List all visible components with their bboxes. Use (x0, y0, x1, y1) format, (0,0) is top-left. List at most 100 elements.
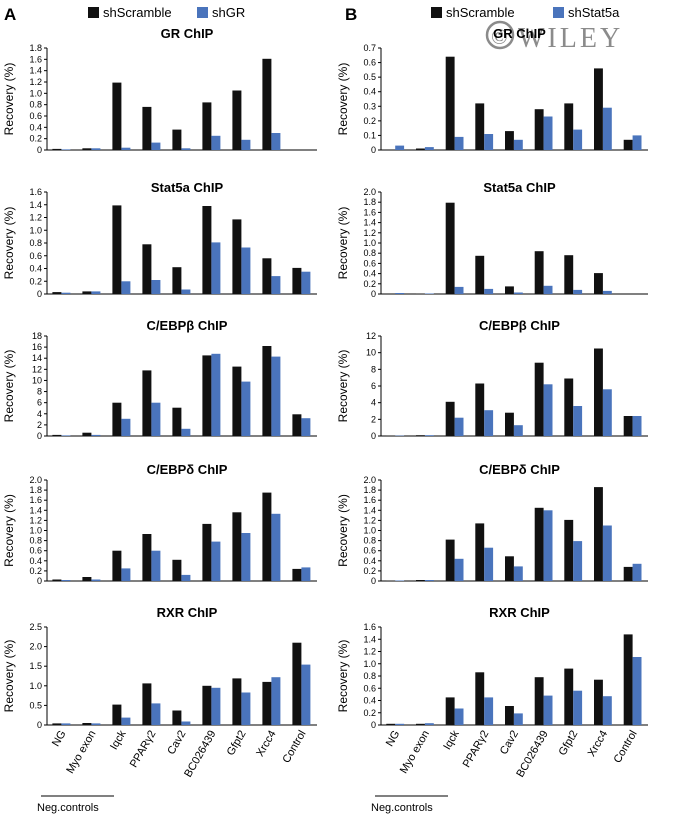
bar-knockdown (484, 697, 494, 725)
bar-knockdown (181, 289, 191, 294)
bar-knockdown (573, 690, 583, 725)
category-label: PPARγ2 (461, 729, 492, 770)
bar-knockdown (573, 406, 583, 436)
bar-knockdown (424, 293, 434, 294)
copyright-circle-icon (485, 20, 515, 50)
y-axis-label: Recovery (%) (2, 640, 16, 713)
bar-knockdown (91, 291, 101, 294)
y-tick-label: 0.4 (29, 556, 42, 566)
y-tick-label: 1.6 (363, 207, 376, 217)
copyright-symbol: © (491, 24, 508, 49)
bar-knockdown (91, 579, 101, 581)
bar-scramble (142, 106, 152, 150)
chart-title: C/EBPβ ChIP (147, 318, 228, 333)
y-tick-label: 1.0 (29, 88, 42, 98)
bar-scramble (82, 723, 92, 725)
y-tick-label: 0.6 (363, 683, 376, 693)
bar-scramble (564, 378, 574, 436)
bar-knockdown (424, 435, 434, 436)
bar-scramble (262, 258, 272, 294)
y-tick-label: 1.2 (363, 515, 376, 525)
bar-scramble (262, 346, 272, 436)
y-tick-label: 0.7 (363, 43, 376, 53)
bar-knockdown (454, 708, 464, 725)
y-tick-label: 10 (32, 375, 42, 385)
bar-scramble (292, 568, 302, 581)
bar-scramble (292, 414, 302, 436)
y-axis-label: Recovery (%) (336, 63, 350, 136)
bar-scramble (534, 507, 544, 581)
bar-knockdown (301, 418, 311, 436)
y-tick-label: 1.6 (29, 187, 42, 197)
bar-scramble (232, 90, 242, 150)
y-tick-label: 1.6 (29, 54, 42, 64)
y-tick-label: 2.0 (363, 475, 376, 485)
y-tick-label: 0.2 (29, 276, 42, 286)
y-tick-label: 1.0 (29, 526, 42, 536)
category-label: Myo exon (398, 729, 432, 776)
bar-scramble (172, 407, 182, 436)
bar-scramble (142, 244, 152, 294)
y-tick-label: 0.8 (29, 100, 42, 110)
category-label: Xrcc4 (254, 729, 278, 759)
y-tick-label: 0.5 (29, 700, 42, 710)
bar-knockdown (301, 271, 311, 294)
y-tick-label: 0 (371, 431, 376, 441)
y-tick-label: 0.6 (363, 258, 376, 268)
bar-scramble (623, 139, 633, 150)
y-tick-label: 0.2 (29, 134, 42, 144)
bar-knockdown (121, 281, 131, 295)
y-tick-label: 1.2 (29, 213, 42, 223)
wiley-text: WILEY (518, 23, 623, 54)
legend-swatch-scramble (431, 7, 442, 18)
y-tick-label: 1.0 (29, 681, 42, 691)
bar-scramble (505, 412, 514, 436)
bar-knockdown (602, 696, 612, 725)
bar-scramble (232, 219, 242, 294)
bar-knockdown (395, 145, 405, 150)
y-tick-label: 1.8 (363, 485, 376, 495)
y-tick-label: 1.8 (29, 43, 42, 53)
bar-scramble (142, 370, 152, 436)
bar-scramble (82, 577, 92, 581)
category-label: Myo exon (64, 729, 98, 776)
y-tick-label: 4 (371, 398, 376, 408)
bar-knockdown (424, 723, 434, 725)
bar-knockdown (271, 677, 281, 725)
bar-knockdown (395, 293, 405, 294)
y-axis-label: Recovery (%) (2, 494, 16, 567)
y-tick-label: 1.8 (29, 485, 42, 495)
bar-scramble (445, 202, 455, 294)
bar-knockdown (484, 134, 494, 150)
bar-scramble (416, 435, 425, 436)
bar-knockdown (271, 356, 281, 436)
bar-scramble (594, 679, 603, 725)
bar-scramble (416, 293, 425, 294)
legend-label: shGR (212, 5, 245, 20)
y-tick-label: 2.0 (363, 187, 376, 197)
bar-knockdown (301, 567, 311, 581)
bar-knockdown (181, 148, 191, 150)
chart-title: Stat5a ChIP (483, 180, 556, 195)
y-tick-label: 0.3 (363, 101, 376, 111)
y-tick-label: 0.8 (29, 536, 42, 546)
y-tick-label: 2 (37, 420, 42, 430)
chart-title: GR ChIP (493, 26, 546, 41)
y-tick-label: 0.1 (363, 130, 376, 140)
y-tick-label: 0.8 (363, 671, 376, 681)
bar-scramble (112, 82, 122, 150)
bar-knockdown (271, 276, 281, 294)
bar-knockdown (91, 434, 101, 436)
bar-knockdown (61, 292, 71, 294)
bar-scramble (505, 131, 514, 150)
y-tick-label: 0.2 (363, 708, 376, 718)
bar-scramble (623, 566, 633, 581)
y-tick-label: 8 (37, 387, 42, 397)
category-label: Gfpt2 (225, 729, 249, 758)
bar-scramble (475, 255, 485, 295)
bar-scramble (475, 523, 485, 581)
bar-knockdown (211, 135, 221, 150)
y-tick-label: 0.4 (29, 122, 42, 132)
bar-knockdown (484, 288, 494, 294)
y-axis-label: Recovery (%) (2, 63, 16, 136)
